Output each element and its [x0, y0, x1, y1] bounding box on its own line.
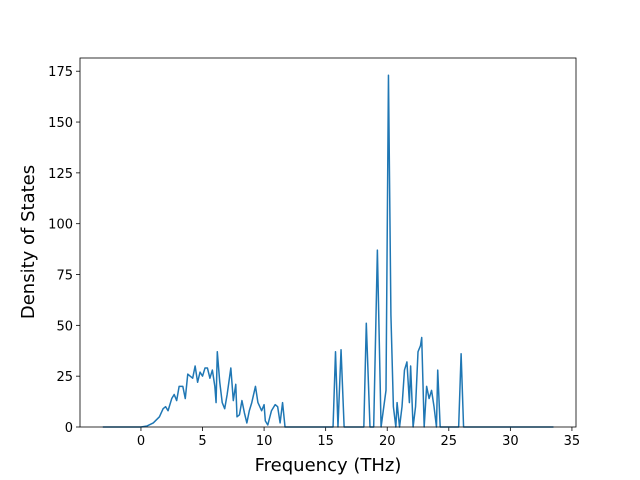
plot-frame	[79, 57, 577, 428]
y-tick-label: 75	[56, 269, 73, 284]
x-axis-label: Frequency (THz)	[255, 455, 402, 476]
x-tick-label: 25	[441, 434, 458, 449]
y-tick-label: 25	[56, 370, 73, 385]
y-tick-label: 0	[65, 421, 73, 436]
y-axis-label: Density of States	[18, 165, 39, 319]
y-tick-label: 175	[48, 65, 73, 80]
x-tick-label: 15	[317, 434, 334, 449]
x-tick-label: 20	[379, 434, 396, 449]
x-tick-label: 10	[256, 434, 273, 449]
x-tick-label: 5	[198, 434, 206, 449]
x-tick-label: 35	[564, 434, 581, 449]
x-tick-label: 30	[502, 434, 519, 449]
y-tick-label: 50	[56, 319, 73, 334]
x-tick-label: 0	[137, 434, 145, 449]
dos-line	[102, 74, 554, 428]
y-tick-label: 100	[48, 218, 73, 233]
y-tick-label: 150	[48, 116, 73, 131]
y-tick-label: 125	[48, 167, 73, 182]
